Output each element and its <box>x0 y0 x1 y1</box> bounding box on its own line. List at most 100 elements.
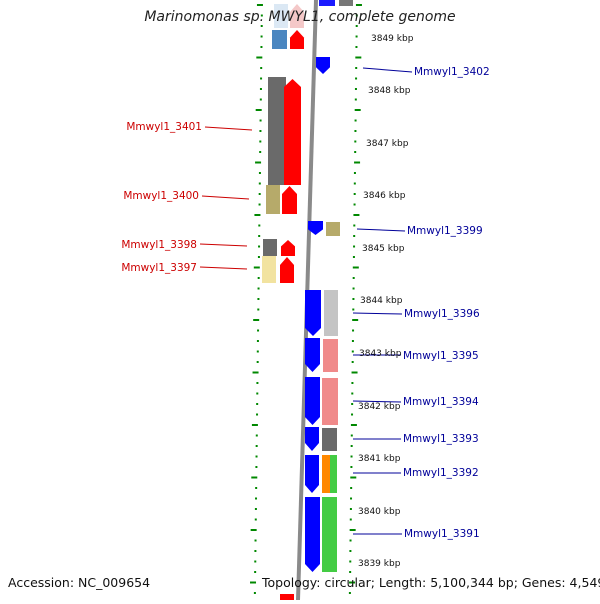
cog-box <box>326 222 340 236</box>
reverse-gene-arrow <box>290 4 304 28</box>
tick-mark <box>255 434 258 437</box>
tick-mark <box>256 56 263 59</box>
cog-box <box>263 239 277 256</box>
tick-mark <box>355 67 358 69</box>
cog-box <box>322 455 330 493</box>
tick-mark <box>255 445 258 447</box>
tick-mark <box>355 35 358 38</box>
cog-box <box>330 455 337 493</box>
tick-mark <box>351 413 354 416</box>
tick-mark <box>353 203 356 206</box>
tick-mark <box>348 592 351 594</box>
tick-mark <box>350 445 353 447</box>
tick-mark <box>256 350 259 353</box>
gene-label: Mmwyl1_3400 <box>123 190 199 202</box>
tick-mark <box>260 35 263 38</box>
gene-label-lines <box>199 67 413 535</box>
tick-mark <box>352 298 355 300</box>
left-tick-marks <box>250 4 263 594</box>
tick-mark <box>257 308 260 311</box>
accession-text: Accession: NC_009654 <box>8 575 151 590</box>
tick-mark <box>350 487 353 489</box>
kbp-label: 3842 kbp <box>358 402 401 412</box>
tick-mark <box>354 119 357 122</box>
kbp-label: 3845 kbp <box>362 244 405 254</box>
reverse-gene-arrow <box>280 257 294 283</box>
tick-mark <box>349 571 352 573</box>
tick-mark <box>257 277 260 279</box>
tick-mark <box>254 508 257 510</box>
tick-mark <box>255 109 262 111</box>
tick-mark <box>351 340 354 342</box>
tick-mark <box>258 203 261 206</box>
tick-mark <box>350 424 357 426</box>
tick-mark <box>260 46 263 48</box>
tick-mark <box>260 77 263 80</box>
tick-mark <box>259 151 262 153</box>
tick-mark <box>254 571 257 573</box>
tick-mark <box>259 130 262 132</box>
tick-mark <box>355 4 362 6</box>
reverse-gene-arrow <box>290 30 304 49</box>
label-leader-line <box>362 67 413 73</box>
kbp-label: 3849 kbp <box>371 34 414 44</box>
topology-text: Topology: circular; Length: 5,100,344 bp… <box>262 575 600 590</box>
tick-mark <box>252 371 259 374</box>
forward-gene-arrow <box>305 497 320 572</box>
tick-mark <box>259 140 262 143</box>
cog-box <box>262 256 276 283</box>
cog-box <box>272 30 287 49</box>
forward-gene-arrow <box>305 290 321 336</box>
tick-mark <box>355 77 358 80</box>
kbp-tick-labels: 3849 kbp 3848 kbp 3847 kbp 3846 kbp 3845… <box>358 34 414 569</box>
forward-gene-arrow <box>305 427 319 451</box>
tick-mark <box>254 539 257 542</box>
tick-mark <box>259 119 262 122</box>
reverse-gene-arrow <box>282 186 297 214</box>
gene-label: Mmwyl1_3393 <box>403 433 479 445</box>
reverse-gene-labels: Mmwyl1_3401 Mmwyl1_3400 Mmwyl1_3398 Mmwy… <box>121 121 202 274</box>
tick-mark <box>352 319 359 321</box>
gene-label: Mmwyl1_3397 <box>121 262 197 274</box>
cog-box <box>322 497 337 572</box>
tick-mark <box>353 182 356 185</box>
cog-box <box>324 290 338 336</box>
tick-mark <box>258 182 261 185</box>
forward-gene-arrow <box>316 57 330 74</box>
tick-mark <box>349 581 356 584</box>
map-title: Marinomonas sp. MWYL1, complete genome <box>144 9 456 25</box>
tick-mark <box>253 592 256 594</box>
tick-mark <box>251 476 258 479</box>
cog-box <box>322 428 337 451</box>
tick-mark <box>260 25 263 27</box>
tick-mark <box>255 466 258 468</box>
tick-mark <box>351 371 358 374</box>
tick-mark <box>353 224 356 227</box>
tick-mark <box>351 382 354 384</box>
label-leader-line <box>352 312 403 315</box>
tick-mark <box>351 392 354 395</box>
kbp-label: 3848 kbp <box>368 86 411 96</box>
tick-mark <box>255 497 258 500</box>
tick-mark <box>349 550 352 552</box>
tick-mark <box>350 466 353 468</box>
gene-label: Mmwyl1_3398 <box>121 239 197 251</box>
tick-mark <box>258 193 261 195</box>
kbp-label: 3844 kbp <box>360 296 403 306</box>
label-leader-line <box>352 400 402 403</box>
kbp-label: 3839 kbp <box>358 559 401 569</box>
tick-mark <box>355 14 358 17</box>
tick-mark <box>350 497 353 500</box>
tick-mark <box>351 361 354 363</box>
tick-mark <box>258 245 261 248</box>
tick-mark <box>254 518 257 521</box>
tick-mark <box>354 88 357 90</box>
tick-mark <box>256 4 263 6</box>
forward-gene-arrow <box>305 338 320 372</box>
tick-mark <box>255 161 262 164</box>
tick-mark <box>250 581 257 584</box>
tick-mark <box>350 476 357 479</box>
tick-mark <box>354 130 357 132</box>
